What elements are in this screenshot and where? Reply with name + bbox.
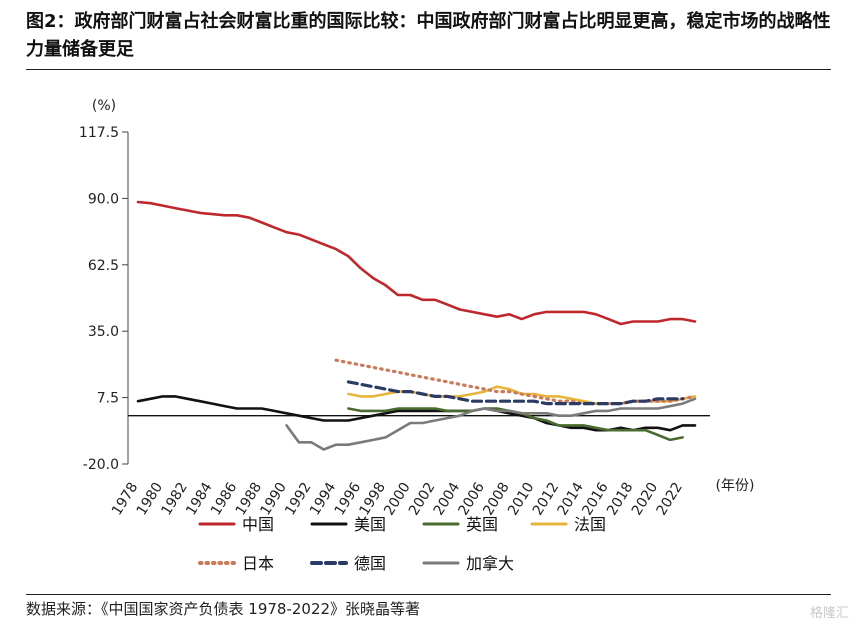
y-tick-label: 117.5 [79, 125, 119, 141]
legend-entry: 德国 [310, 554, 386, 573]
chart-series [136, 200, 697, 451]
legend-label: 日本 [242, 554, 274, 573]
legend-entry: 日本 [198, 554, 274, 573]
series-line-1 [136, 200, 697, 326]
legend-label: 加拿大 [466, 554, 514, 573]
chart-title: 图2：政府部门财富占社会财富比重的国际比较：中国政府部门财富占比明显更高，稳定市… [26, 11, 831, 60]
series-line-2 [136, 395, 697, 432]
series-line-6 [346, 380, 685, 406]
y-tick-label: 62.5 [88, 258, 119, 274]
legend-label: 法国 [574, 515, 606, 534]
legend-label: 英国 [466, 515, 498, 534]
x-axis-unit-label: (年份) [716, 478, 755, 494]
legend-label: 美国 [354, 515, 386, 534]
top-divider [26, 69, 831, 70]
line-chart: (%)117.590.062.535.07.5-20.0197819801982… [79, 98, 755, 573]
watermark-logo: 格隆汇 [809, 606, 849, 621]
legend-entry: 美国 [310, 515, 386, 534]
legend-entry: 英国 [422, 515, 498, 534]
chart-axes: (%)117.590.062.535.07.5-20.0197819801982… [79, 98, 755, 518]
legend-entry: 中国 [198, 515, 274, 534]
data-source-note: 数据来源：《中国国家资产负债表 1978-2022》张晓晶等著 [26, 600, 421, 618]
series-line-7 [285, 397, 697, 451]
y-tick-label: 7.5 [97, 391, 119, 407]
series-line-5 [334, 358, 697, 406]
y-tick-label: 35.0 [88, 324, 119, 340]
bottom-divider [26, 594, 831, 595]
legend-label: 中国 [242, 515, 274, 534]
y-axis-unit-label: (%) [92, 98, 116, 114]
y-tick-label: -20.0 [83, 457, 119, 473]
legend-entry: 法国 [530, 515, 606, 534]
legend-label: 德国 [354, 554, 386, 573]
legend-entry: 加拿大 [422, 554, 514, 573]
x-tick-label: 2022 [654, 480, 686, 519]
y-tick-label: 90.0 [88, 191, 119, 207]
